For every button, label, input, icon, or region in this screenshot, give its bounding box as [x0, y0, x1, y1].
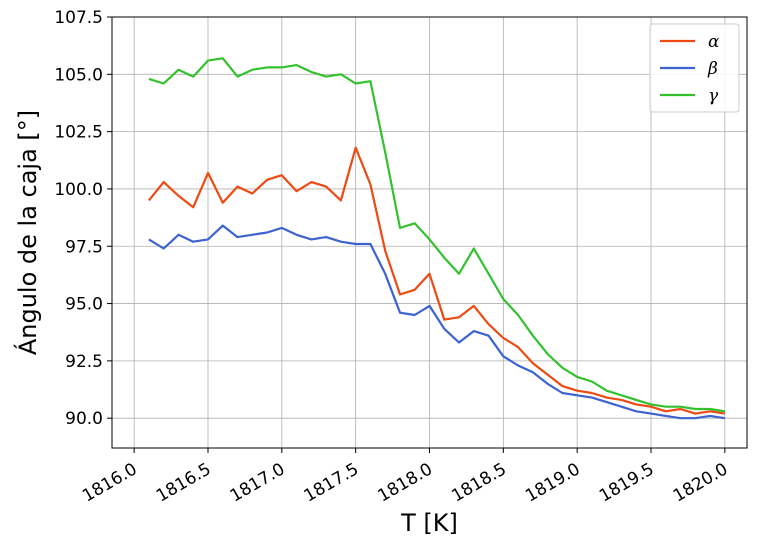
x-tick-label: 1816.0 — [79, 459, 141, 506]
legend-label-1: β — [707, 59, 718, 79]
y-tick-label: 100.0 — [54, 180, 103, 200]
y-tick-label: 92.5 — [65, 352, 103, 372]
legend-label-2: γ — [708, 86, 719, 106]
series-line-2 — [148, 57, 725, 413]
ticks: 1816.0 1816.5 1817.0 1817.5 1818.0 1818.5 1819… — [54, 8, 731, 506]
series-layer — [148, 57, 725, 420]
y-axis-label: Ángulo de la caja [°] — [13, 110, 42, 355]
x-tick-label: 1820.0 — [670, 459, 732, 506]
series-line-1 — [148, 224, 725, 420]
x-tick-label: 1817.0 — [227, 459, 289, 506]
y-tick-label: 105.0 — [54, 65, 103, 85]
legend: αβγ — [649, 23, 740, 113]
y-tick-label: 102.5 — [54, 123, 103, 143]
x-tick-label: 1819.5 — [596, 459, 658, 506]
y-tick-label: 90.0 — [65, 409, 103, 429]
x-tick-label: 1819.0 — [522, 459, 584, 506]
x-tick-label: 1818.5 — [448, 459, 510, 506]
x-tick-label: 1816.5 — [153, 459, 215, 506]
series-line-0 — [148, 146, 725, 415]
x-axis-label: T [K] — [400, 509, 458, 537]
legend-label-0: α — [708, 32, 720, 52]
y-tick-label: 97.5 — [65, 237, 103, 257]
x-tick-label: 1818.0 — [374, 459, 436, 506]
x-tick-label: 1817.5 — [301, 459, 363, 506]
y-tick-label: 107.5 — [54, 8, 103, 28]
y-tick-label: 95.0 — [65, 295, 103, 315]
